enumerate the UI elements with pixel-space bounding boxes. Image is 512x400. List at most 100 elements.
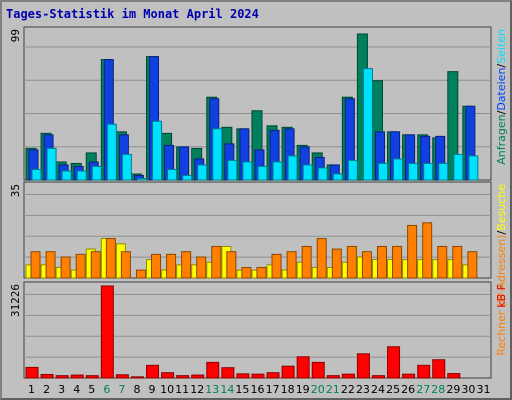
bar-rechner-ip-adressen--day-7	[120, 251, 131, 279]
bar-rechner-ip-adressen--day-28	[437, 245, 448, 279]
x-axis-day-label: 30	[461, 383, 475, 396]
bar-kb-f-day-11	[176, 375, 190, 379]
y-axis-max-label: 99	[9, 29, 22, 42]
panel-legend: kB F	[495, 284, 508, 308]
x-axis-day-label: 12	[190, 383, 204, 396]
x-axis-day-label: 2	[43, 383, 50, 396]
bar-kb-f-day-13	[206, 361, 220, 379]
bar-rechner-ip-adressen--day-12	[196, 256, 207, 279]
legend-part: Besuche	[495, 184, 508, 231]
x-axis-day-label: 31	[476, 383, 490, 396]
bar-seiten-day-13	[212, 128, 223, 181]
bar-seiten-day-14	[227, 159, 238, 181]
bar-rechner-ip-adressen--day-27	[422, 222, 433, 279]
legend-part: Dateien	[495, 68, 508, 111]
x-axis-day-label: 21	[326, 383, 340, 396]
legend-part: Rechner (IP-Adressen)	[495, 235, 508, 356]
bar-rechner-ip-adressen--day-26	[407, 224, 418, 279]
bar-seiten-day-6	[106, 123, 117, 181]
bar-seiten-day-28	[438, 162, 449, 181]
bar-rechner-ip-adressen--day-19	[301, 245, 312, 279]
bar-kb-f-day-4	[70, 374, 84, 379]
bar-kb-f-day-6	[100, 285, 114, 379]
bar-kb-f-day-3	[55, 375, 69, 379]
bar-rechner-ip-adressen--day-18	[286, 251, 297, 279]
x-axis-day-label: 9	[149, 383, 156, 396]
bar-rechner-ip-adressen--day-10	[166, 253, 177, 279]
x-axis-day-label: 7	[118, 383, 125, 396]
panel-legend: Rechner (IP-Adressen)/Besuche	[495, 184, 508, 356]
bar-rechner-ip-adressen--day-15	[241, 266, 252, 279]
bar-rechner-ip-adressen--day-30	[467, 251, 478, 279]
bar-seiten-day-3	[61, 170, 72, 181]
bar-seiten-day-21	[332, 173, 343, 181]
bar-kb-f-day-20	[311, 361, 325, 379]
bar-seiten-day-8	[136, 177, 147, 181]
bar-anfragen-day-29	[447, 71, 459, 181]
bar-kb-f-day-28	[432, 359, 446, 379]
bar-rechner-ip-adressen--day-13	[211, 245, 222, 279]
bar-seiten-day-25	[393, 158, 404, 181]
x-axis-day-label: 20	[311, 383, 325, 396]
x-axis-day-label: 14	[220, 383, 234, 396]
bar-seiten-day-4	[76, 170, 87, 181]
x-axis-day-label: 24	[371, 383, 385, 396]
x-axis-day-label: 10	[160, 383, 174, 396]
bar-seiten-day-26	[408, 162, 419, 181]
x-axis-day-label: 6	[103, 383, 110, 396]
x-axis-day-label: 29	[446, 383, 460, 396]
chart-title: Tages-Statistik im Monat April 2024	[6, 7, 259, 21]
bar-rechner-ip-adressen--day-23	[361, 251, 372, 279]
bar-seiten-day-9	[152, 120, 163, 181]
bar-kb-f-day-8	[130, 376, 144, 379]
bar-kb-f-day-9	[146, 364, 160, 379]
x-axis-day-label: 1	[28, 383, 35, 396]
x-axis-day-label: 11	[175, 383, 189, 396]
legend-part: Seiten	[495, 29, 508, 64]
bar-seiten-day-30	[468, 155, 479, 181]
panel-frame	[23, 281, 492, 379]
bar-rechner-ip-adressen--day-24	[376, 245, 387, 279]
bar-seiten-day-22	[347, 159, 358, 181]
bar-kb-f-day-24	[371, 375, 385, 379]
x-axis-day-label: 3	[58, 383, 65, 396]
x-axis-day-label: 18	[281, 383, 295, 396]
bar-kb-f-day-17	[266, 372, 280, 379]
bar-kb-f-day-1	[25, 366, 39, 379]
bar-seiten-day-29	[453, 153, 464, 181]
bar-kb-f-day-15	[236, 373, 250, 379]
bar-seiten-day-27	[423, 162, 434, 181]
x-axis-day-label: 23	[356, 383, 370, 396]
bar-kb-f-day-16	[251, 373, 265, 379]
legend-part: kB F	[495, 284, 508, 308]
bar-kb-f-day-19	[296, 356, 310, 379]
bar-rechner-ip-adressen--day-1	[30, 251, 41, 279]
bar-rechner-ip-adressen--day-4	[75, 253, 86, 279]
legend-part: Anfragen	[495, 114, 508, 164]
bar-seiten-day-11	[182, 174, 193, 181]
bar-kb-f-day-18	[281, 365, 295, 379]
bar-kb-f-day-29	[447, 373, 461, 379]
bar-rechner-ip-adressen--day-25	[392, 245, 403, 279]
bar-kb-f-day-14	[221, 367, 235, 379]
bar-seiten-day-17	[272, 161, 283, 181]
bar-kb-f-day-25	[387, 346, 401, 379]
bar-seiten-day-12	[197, 164, 208, 181]
bar-seiten-day-7	[121, 153, 132, 181]
bar-rechner-ip-adressen--day-11	[181, 251, 192, 279]
bar-seiten-day-10	[167, 168, 178, 181]
x-axis-day-label: 5	[88, 383, 95, 396]
x-axis-day-label: 27	[416, 383, 430, 396]
bar-seiten-day-1	[31, 168, 42, 181]
bar-seiten-day-2	[46, 147, 57, 181]
bar-seiten-day-5	[91, 165, 102, 181]
x-axis-day-label: 19	[296, 383, 310, 396]
x-axis-day-label: 28	[431, 383, 445, 396]
bar-rechner-ip-adressen--day-2	[45, 251, 56, 279]
bar-seiten-day-18	[287, 155, 298, 181]
x-axis-day-label: 22	[341, 383, 355, 396]
bar-kb-f-day-21	[326, 375, 340, 379]
bar-seiten-day-19	[302, 164, 313, 181]
bar-rechner-ip-adressen--day-14	[226, 251, 237, 279]
bar-rechner-ip-adressen--day-3	[60, 256, 71, 279]
